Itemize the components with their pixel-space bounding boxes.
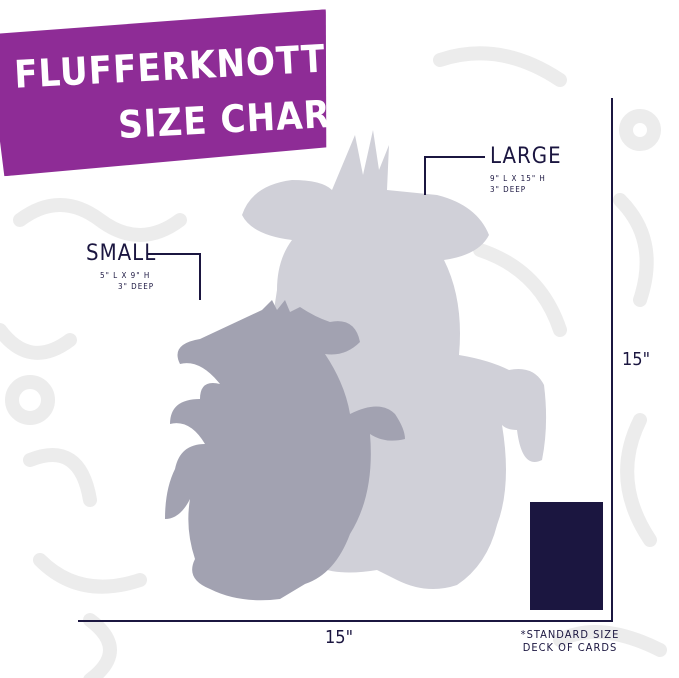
small-depth: 3" DEEP [118, 282, 155, 291]
height-measurement: 15" [622, 349, 651, 370]
large-callout-line [424, 156, 485, 195]
small-label: SMALL [86, 241, 157, 266]
small-callout-line [147, 253, 201, 300]
large-dimensions: 9" L X 15" H [490, 174, 546, 183]
deck-of-cards-reference [530, 502, 603, 610]
large-label: LARGE [490, 144, 562, 169]
large-depth: 3" DEEP [490, 185, 527, 194]
small-dimensions: 5" L X 9" H [100, 271, 151, 280]
small-plush-silhouette [165, 300, 405, 601]
reference-note-line1: *STANDARD SIZE [520, 628, 620, 641]
width-measurement: 15" [325, 627, 354, 648]
reference-note-line2: DECK OF CARDS [522, 641, 618, 654]
